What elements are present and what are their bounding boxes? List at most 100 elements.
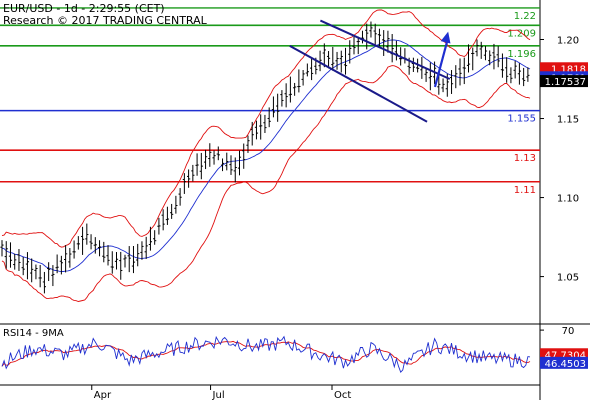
price-bar [148, 226, 153, 251]
price-bar [475, 39, 479, 57]
price-bar [157, 217, 161, 235]
price-badge-2 [540, 75, 588, 88]
price-bar [280, 90, 284, 107]
price-bar [246, 135, 250, 153]
price-bar [263, 114, 267, 133]
chart-header-line2: Research © 2017 TRADING CENTRAL [3, 14, 208, 27]
price-bar [293, 82, 297, 96]
time-axis-label: Oct [334, 390, 351, 400]
level-label-3: 1.155 [507, 114, 536, 125]
price-bar [513, 60, 517, 79]
price-bar [458, 58, 462, 86]
price-bar [59, 255, 63, 275]
price-bar [496, 46, 500, 68]
price-bar [462, 57, 466, 85]
price-bar [466, 44, 471, 73]
price-bar [80, 226, 85, 255]
price-bar [267, 107, 271, 128]
price-bar [153, 230, 157, 245]
price-bar [509, 67, 513, 84]
price-bar [123, 254, 127, 268]
price-bar [93, 237, 97, 254]
price-bar [106, 245, 110, 266]
price-bar [505, 57, 509, 83]
trend-channel [289, 19, 451, 123]
price-bar [229, 155, 233, 175]
price-bar [4, 241, 8, 269]
price-bar [85, 223, 89, 245]
time-axis-label: Jul [212, 390, 225, 400]
price-bar [38, 264, 42, 288]
level-lines: 1.22 1.209 1.196 1.155 1.13 1.11 [0, 7, 540, 196]
price-bars [0, 21, 530, 294]
price-bar [365, 23, 369, 50]
price-bar [182, 173, 186, 194]
price-bar [369, 21, 373, 38]
price-bar [47, 262, 51, 282]
price-bar [242, 143, 246, 169]
price-bar [331, 46, 335, 71]
price-bar [301, 70, 305, 86]
price-bar [72, 240, 76, 259]
price-bar [250, 121, 254, 146]
price-bar [216, 146, 220, 161]
price-bar [225, 152, 229, 171]
price-bar [335, 51, 339, 70]
level-label-2: 1.196 [507, 49, 536, 60]
arrow-head [440, 31, 451, 44]
price-bar [136, 243, 140, 267]
price-bar [8, 242, 13, 268]
price-axis-label: 1.20 [557, 36, 579, 47]
price-axis-ticks: 1.20 1.15 1.10 1.05 [540, 36, 579, 284]
price-bar [471, 47, 475, 71]
price-bar [322, 43, 326, 68]
price-bar [76, 236, 80, 250]
price-badge-label-2: 1.17537 [545, 77, 586, 88]
price-bar [309, 58, 314, 81]
price-axis-label: 1.10 [557, 194, 579, 205]
projection-arrow [433, 31, 451, 88]
price-bar [276, 93, 280, 122]
price-bar [140, 241, 144, 260]
price-bar [356, 36, 360, 55]
price-bar [254, 120, 259, 140]
price-bar [208, 143, 212, 167]
price-bar [522, 67, 526, 87]
rsi-badge-label-1: 46.4503 [545, 359, 586, 370]
price-bar [17, 249, 21, 271]
price-bar [386, 30, 390, 53]
rsi-line [1, 335, 531, 374]
price-bar [0, 240, 4, 257]
price-bar [144, 236, 148, 259]
price-bar [441, 78, 445, 93]
price-bar [110, 251, 114, 274]
price-bar [119, 251, 123, 280]
price-bar [25, 252, 30, 280]
time-axis-label: Apr [94, 390, 112, 400]
price-bar [382, 30, 386, 56]
price-bar [195, 153, 199, 176]
price-bar [454, 65, 458, 89]
price-bar [199, 152, 203, 180]
price-bar [373, 23, 377, 46]
rsi-ma-line [1, 340, 531, 367]
price-bar [352, 36, 356, 55]
price-bar [51, 265, 55, 287]
price-bar [437, 73, 441, 95]
price-bar [479, 41, 483, 59]
price-bar [492, 43, 496, 70]
price-bar [187, 169, 191, 188]
price-badge-0 [540, 62, 588, 75]
price-bar [288, 76, 292, 103]
price-bar [488, 50, 492, 66]
price-bar [326, 51, 331, 69]
rsi-axis-label: 70 [562, 326, 575, 337]
rsi-badge-label-0: 47.7304 [545, 350, 586, 361]
price-badge-label-0: 1.1818 [551, 64, 586, 75]
price-bar [34, 264, 38, 280]
level-label-1: 1.209 [507, 28, 536, 39]
price-bar [97, 240, 102, 257]
